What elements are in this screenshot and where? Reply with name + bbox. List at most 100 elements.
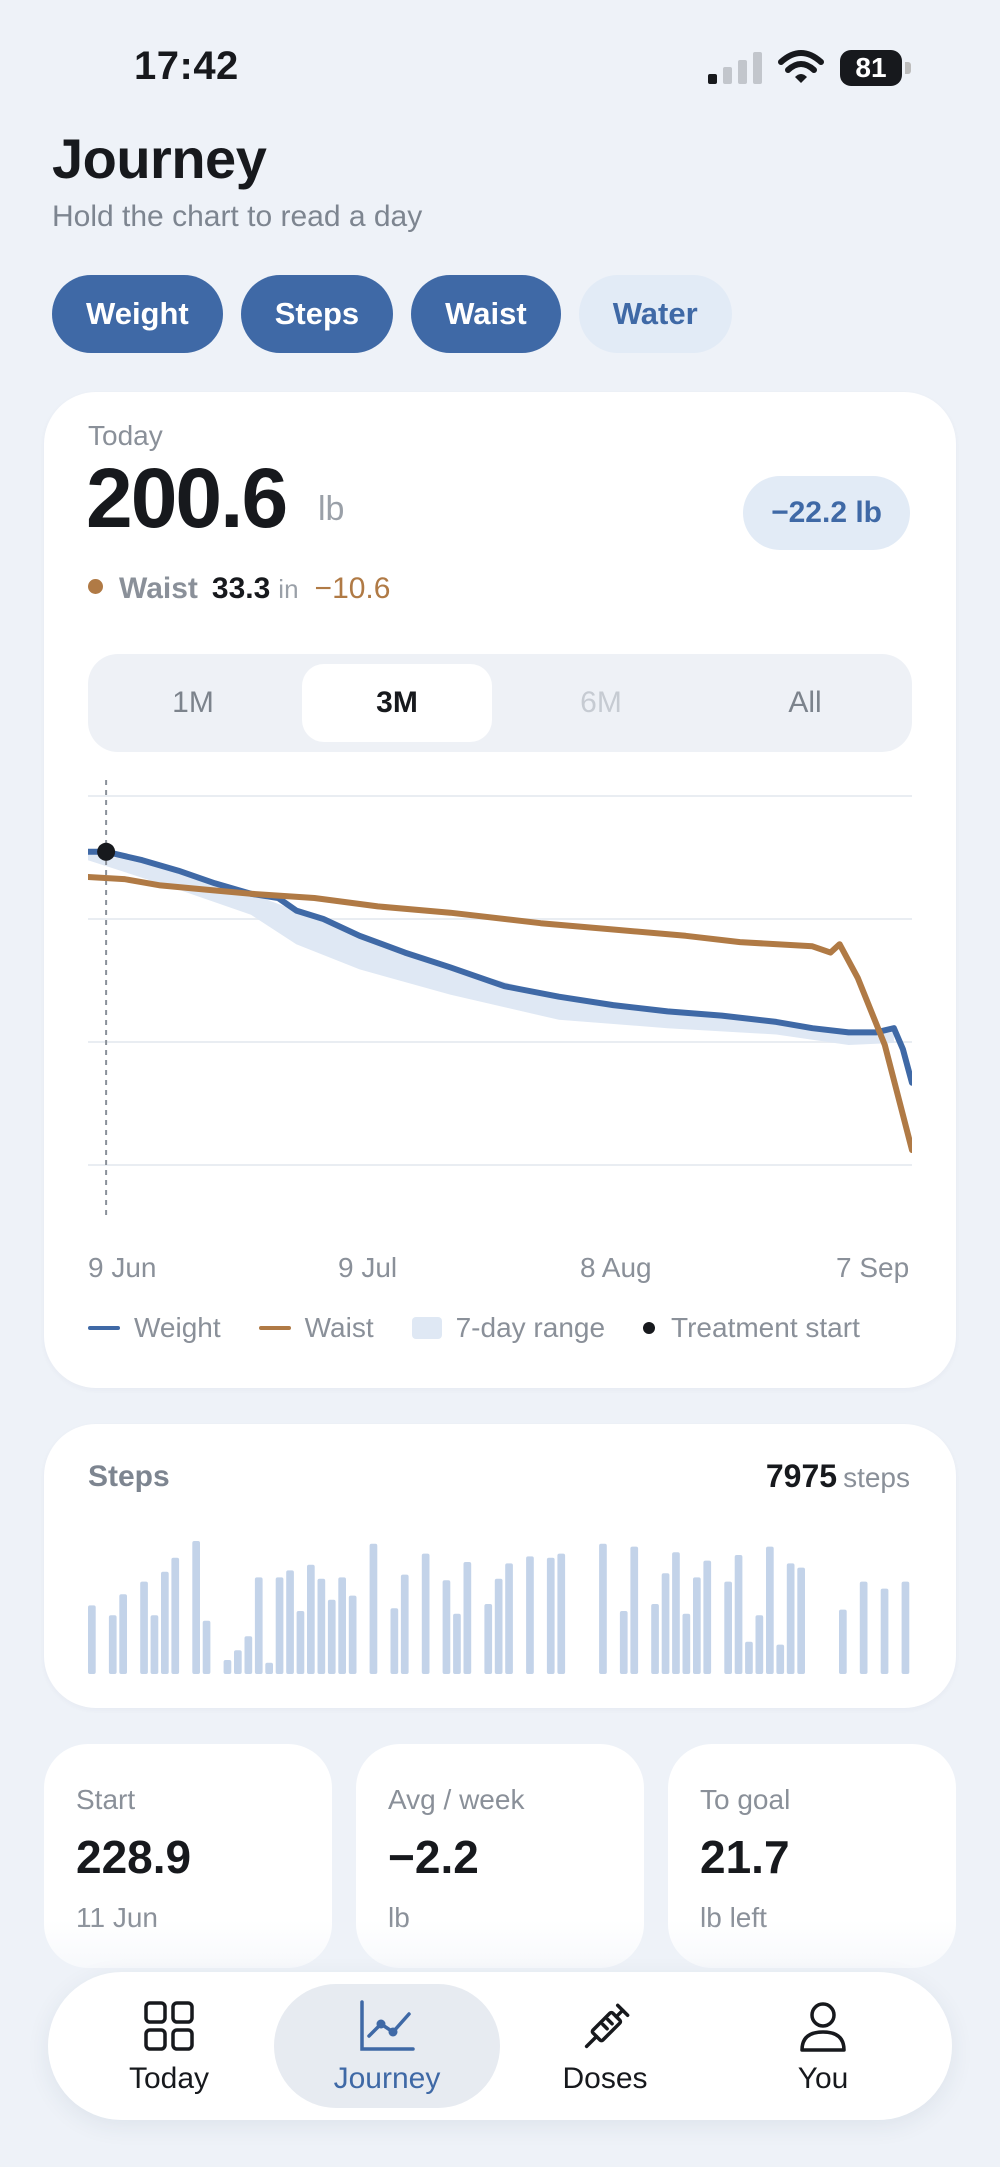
steps-bar xyxy=(348,1595,357,1674)
steps-bar xyxy=(108,1615,117,1674)
weight-change-badge: −22.2 lb xyxy=(743,476,910,550)
steps-bar xyxy=(557,1553,566,1674)
legend-treatment: Treatment start xyxy=(643,1312,860,1344)
tab-today[interactable]: Today xyxy=(56,1984,282,2108)
weight-chart-card: Today 200.6 lb −22.2 lb Waist 33.3 in −1… xyxy=(44,392,956,1388)
steps-bar xyxy=(703,1560,712,1674)
legend-range: 7-day range xyxy=(411,1312,606,1344)
steps-bar xyxy=(546,1557,555,1674)
chip-water[interactable]: Water xyxy=(578,275,732,353)
steps-bar xyxy=(296,1611,305,1674)
tab-you[interactable]: You xyxy=(710,1984,936,2108)
steps-bar xyxy=(651,1604,659,1674)
status-time: 17:42 xyxy=(134,44,239,88)
range-selector: 1M 3M 6M All xyxy=(88,654,912,752)
tab-bar: Today Journey Doses xyxy=(48,1972,952,2120)
person-icon xyxy=(800,2002,846,2052)
steps-title: Steps xyxy=(88,1460,170,1493)
current-weight: 200.6 xyxy=(86,451,288,545)
chip-steps[interactable]: Steps xyxy=(240,275,394,353)
page-subtitle: Hold the chart to read a day xyxy=(52,200,423,233)
steps-bar xyxy=(755,1615,764,1674)
steps-bar xyxy=(776,1644,785,1674)
tab-label: You xyxy=(797,2062,849,2095)
steps-bar xyxy=(390,1608,399,1674)
battery-indicator: 81 xyxy=(840,50,912,86)
waist-unit: in xyxy=(278,574,299,604)
steps-bar xyxy=(880,1588,889,1674)
steps-card[interactable]: Steps 7975 steps xyxy=(44,1424,956,1708)
waist-summary: Waist 33.3 in −10.6 xyxy=(88,572,390,606)
range-band xyxy=(88,851,894,1045)
steps-bar xyxy=(901,1581,910,1674)
steps-bar xyxy=(400,1574,409,1674)
steps-bar xyxy=(317,1578,326,1674)
range-all[interactable]: All xyxy=(788,686,822,719)
steps-bar xyxy=(745,1641,753,1674)
steps-bar xyxy=(724,1581,732,1674)
range-1m[interactable]: 1M xyxy=(172,686,214,719)
range-3m[interactable]: 3M xyxy=(302,664,492,742)
steps-bar xyxy=(192,1541,200,1674)
legend-label: Weight xyxy=(134,1312,221,1343)
legend-label: 7-day range xyxy=(455,1312,606,1343)
metric-chip-bar: Weight Steps Waist Water xyxy=(52,275,732,353)
steps-bar xyxy=(672,1552,680,1674)
stat-label: Start xyxy=(76,1784,136,1815)
chip-weight[interactable]: Weight xyxy=(52,275,223,353)
stat-value: 21.7 xyxy=(700,1831,790,1883)
steps-bar xyxy=(223,1660,232,1674)
tab-label: Today xyxy=(128,2062,210,2095)
stat-label: To goal xyxy=(700,1784,791,1815)
steps-bar xyxy=(526,1556,534,1674)
legend-label: Treatment start xyxy=(671,1312,860,1343)
steps-bar xyxy=(786,1563,795,1674)
steps-bar xyxy=(161,1571,169,1674)
legend-weight: Weight xyxy=(88,1312,221,1344)
steps-bar xyxy=(265,1662,273,1674)
steps-bar xyxy=(171,1557,180,1674)
x-tick-label: 7 Sep xyxy=(836,1252,910,1283)
wifi-icon xyxy=(778,50,824,83)
stat-label: Avg / week xyxy=(388,1784,525,1815)
chart-line-icon xyxy=(360,2000,415,2051)
legend-waist: Waist xyxy=(258,1312,374,1344)
steps-bar xyxy=(421,1553,430,1674)
steps-bar-chart xyxy=(88,1541,910,1674)
steps-bar xyxy=(682,1613,691,1674)
steps-bar xyxy=(307,1564,315,1674)
waist-line xyxy=(88,874,912,1153)
steps-bar xyxy=(505,1563,513,1674)
steps-bar xyxy=(599,1543,607,1674)
battery-level: 81 xyxy=(840,50,902,86)
weight-line xyxy=(88,848,912,1086)
steps-bar xyxy=(244,1636,253,1674)
page-title: Journey xyxy=(52,127,267,190)
steps-bar xyxy=(119,1594,127,1674)
steps-bar xyxy=(88,1605,96,1674)
steps-bar xyxy=(254,1577,263,1674)
steps-bar xyxy=(286,1570,294,1674)
steps-bar xyxy=(275,1577,284,1674)
steps-bar xyxy=(734,1555,743,1674)
steps-total: 7975 steps xyxy=(766,1458,910,1495)
steps-count: 7975 xyxy=(765,1458,838,1494)
steps-bar xyxy=(661,1573,670,1674)
x-tick-label: 9 Jun xyxy=(88,1252,157,1283)
steps-bar xyxy=(693,1577,701,1674)
steps-bar xyxy=(338,1577,346,1674)
steps-bar xyxy=(484,1604,493,1674)
syringe-icon xyxy=(584,2003,630,2049)
steps-bar xyxy=(202,1620,211,1674)
treatment-start-marker xyxy=(97,842,116,861)
today-label: Today xyxy=(88,420,163,451)
tab-journey[interactable]: Journey xyxy=(274,1984,500,2108)
steps-bar xyxy=(140,1581,148,1674)
tab-label: Journey xyxy=(333,2062,441,2095)
chip-waist[interactable]: Waist xyxy=(411,275,561,353)
tab-doses[interactable]: Doses xyxy=(492,1984,718,2108)
trend-chart[interactable] xyxy=(88,772,912,1232)
steps-bar xyxy=(766,1546,774,1674)
steps-bar xyxy=(494,1578,503,1674)
